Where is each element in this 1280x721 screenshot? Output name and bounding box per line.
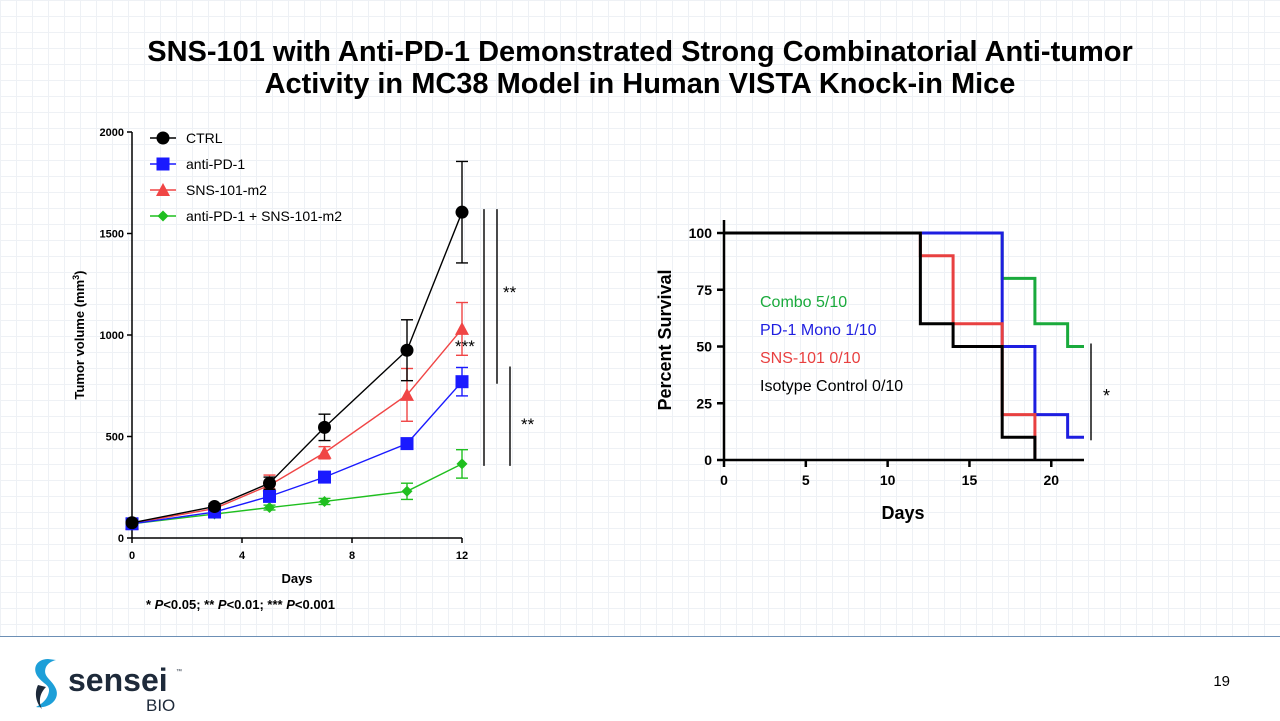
sns-101-m2-point <box>317 445 332 459</box>
survival-axes: 0 25 50 75 100 0 5 10 15 20 <box>689 220 1084 488</box>
anti-pd-1-point <box>263 489 276 503</box>
km-x-tick-label: 15 <box>962 472 978 488</box>
sns-101-m2-point <box>400 387 414 401</box>
anti-pd-1-legend-label: anti-PD-1 <box>186 156 245 172</box>
anti-pd-1-sns-101-m2-legend-label: anti-PD-1 + SNS-101-m2 <box>186 208 342 224</box>
svg-text:BIO: BIO <box>146 696 175 715</box>
sns-101-0-10-curve <box>724 231 1037 460</box>
significance-label: ** <box>521 415 535 434</box>
tg-x-tick-label: 12 <box>456 550 468 562</box>
ctrl-legend-label: CTRL <box>186 130 223 146</box>
tg-y-tick-label: 1500 <box>100 229 124 241</box>
anti-pd-1-point <box>455 375 469 389</box>
survival-y-axis-title: Percent Survival <box>655 269 675 410</box>
tumor-growth-y-axis-title: Tumor volume (mm3) <box>71 270 87 399</box>
tg-y-tick-label: 500 <box>106 432 124 444</box>
km-y-tick-label: 50 <box>696 339 712 355</box>
isotype-control-0-10-legend-label: Isotype Control 0/10 <box>760 378 903 395</box>
anti-pd-1-sns-101-m2-point <box>319 495 330 507</box>
pd-1-mono-1-10-legend-label: PD-1 Mono 1/10 <box>760 322 877 339</box>
ctrl-point <box>318 420 331 434</box>
sns-101-m2-line <box>131 328 463 525</box>
km-y-tick-label: 75 <box>696 282 712 298</box>
ctrl-point <box>125 516 139 530</box>
significance-footnote: * P<0.05; ** P<0.01; *** P<0.001 <box>146 597 335 612</box>
anti-pd-1-sns-101-m2-point <box>456 458 468 470</box>
ctrl-point <box>455 205 469 219</box>
tg-y-tick-label: 1000 <box>100 330 124 342</box>
significance-label: ** <box>503 283 517 302</box>
tumor-growth-series: ******* <box>125 160 535 531</box>
sns-101-m2-legend-label: SNS-101-m2 <box>186 182 267 198</box>
km-x-tick-label: 5 <box>802 472 810 488</box>
survival-legend: Combo 5/10 PD-1 Mono 1/10 SNS-101 0/10 Isot… <box>760 294 903 395</box>
combo-5-10-legend-label: Combo 5/10 <box>760 294 847 311</box>
ctrl-point <box>400 343 414 357</box>
anti-pd-1-sns-101-m2-point <box>264 502 275 514</box>
anti-pd-1-sns-101-m2-legend-marker <box>157 210 169 222</box>
anti-pd-1-sns-101-m2-line <box>131 463 463 525</box>
slide-title: SNS-101 with Anti-PD-1 Demonstrated Stro… <box>0 36 1280 100</box>
anti-pd-1-point <box>318 470 331 484</box>
isotype-control-0-10-curve <box>724 231 1037 460</box>
tumor-growth-x-axis-title: Days <box>281 571 312 586</box>
pd-1-mono-1-10-curve <box>724 231 1084 439</box>
significance-label: *** <box>455 337 475 356</box>
km-x-tick-label: 20 <box>1043 472 1059 488</box>
sns-101-0-10-legend-label: SNS-101 0/10 <box>760 350 861 367</box>
survival-x-axis-title: Days <box>881 503 924 523</box>
km-y-tick-label: 0 <box>704 452 712 468</box>
tg-y-tick-label: 2000 <box>100 127 124 139</box>
survival-series: * <box>724 231 1110 460</box>
slide-title-line-2: Activity in MC38 Model in Human VISTA Kn… <box>264 68 1016 100</box>
anti-pd-1-point <box>400 437 414 451</box>
km-x-tick-label: 0 <box>720 472 728 488</box>
svg-text:sensei: sensei <box>68 662 168 698</box>
page-number: 19 <box>1213 673 1230 690</box>
km-y-tick-label: 100 <box>689 225 713 241</box>
sns-101-m2-legend-marker <box>156 183 170 196</box>
tg-y-tick-label: 0 <box>118 533 124 545</box>
tumor-growth-axes: 0 500 1000 1500 2000 0 4 8 12 <box>100 127 469 562</box>
ctrl-point <box>208 500 221 514</box>
sns-101-m2-point <box>455 321 469 335</box>
svg-text:™: ™ <box>176 668 182 675</box>
tg-x-tick-label: 4 <box>239 550 246 562</box>
km-x-tick-label: 10 <box>880 472 896 488</box>
ctrl-legend-marker <box>156 131 170 145</box>
km-significance-label: * <box>1103 386 1110 406</box>
sensei-bio-logo: sensei ™ BIO <box>35 659 182 715</box>
ctrl-line <box>131 211 463 524</box>
tumor-growth-legend: CTRL anti-PD-1 SNS-101-m2 anti-PD-1 + SNS-1… <box>150 130 342 224</box>
slide-title-line-1: SNS-101 with Anti-PD-1 Demonstrated Stro… <box>147 36 1133 68</box>
anti-pd-1-line <box>131 381 463 525</box>
km-y-tick-label: 25 <box>696 395 712 411</box>
anti-pd-1-legend-marker <box>156 157 170 171</box>
tg-x-tick-label: 8 <box>349 550 355 562</box>
tg-x-tick-label: 0 <box>129 550 135 562</box>
anti-pd-1-sns-101-m2-point <box>401 485 413 497</box>
ctrl-point <box>263 476 276 490</box>
combo-5-10-curve <box>724 231 1084 348</box>
slide-footer: sensei ™ BIO 19 <box>0 636 1280 721</box>
